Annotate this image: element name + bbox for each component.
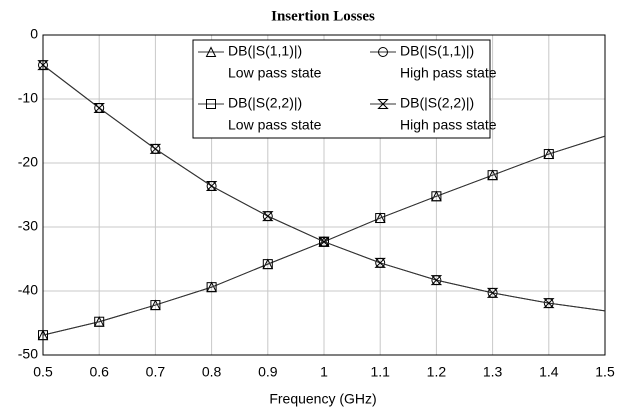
chart-title: Insertion Losses xyxy=(271,8,375,24)
y-tick-label: -40 xyxy=(18,282,38,298)
marker xyxy=(377,99,389,109)
legend-label: Low pass state xyxy=(228,117,322,133)
legend-label: DB(|S(1,1)|) xyxy=(400,43,474,59)
marker xyxy=(37,60,49,71)
x-tick-label: 0.9 xyxy=(258,364,278,380)
marker xyxy=(205,46,217,57)
legend-box xyxy=(192,39,491,139)
y-tick-label: -30 xyxy=(18,218,38,234)
marker xyxy=(206,99,216,109)
marker xyxy=(93,102,105,113)
marker xyxy=(150,300,161,311)
x-tick-label: 0.7 xyxy=(146,364,166,380)
marker xyxy=(262,259,273,270)
marker xyxy=(149,143,162,154)
marker xyxy=(487,170,498,181)
marker xyxy=(543,149,554,160)
x-tick-label: 1 xyxy=(320,364,328,380)
y-tick-label: -10 xyxy=(18,90,38,106)
plot-frame xyxy=(42,34,606,356)
marker xyxy=(38,330,48,341)
legend-label: High pass state xyxy=(400,65,497,81)
marker xyxy=(318,236,330,247)
marker xyxy=(374,257,386,268)
legend-label: Low pass state xyxy=(228,65,322,81)
x-tick-label: 1.4 xyxy=(539,364,559,380)
x-tick-label: 0.6 xyxy=(89,364,109,380)
marker xyxy=(431,191,442,202)
legend-label: High pass state xyxy=(400,117,497,133)
x-tick-label: 1.3 xyxy=(483,364,503,380)
marker xyxy=(206,282,217,293)
marker xyxy=(543,298,555,309)
marker xyxy=(430,275,443,286)
marker xyxy=(378,47,388,57)
y-tick-label: -20 xyxy=(18,154,38,170)
y-tick-label: -50 xyxy=(18,346,38,362)
marker xyxy=(375,213,386,224)
x-axis-label: Frequency (GHz) xyxy=(269,391,376,407)
x-tick-label: 1.2 xyxy=(427,364,447,380)
x-tick-label: 0.5 xyxy=(33,364,53,380)
legend-label: DB(|S(2,2)|) xyxy=(228,95,302,111)
x-tick-label: 0.8 xyxy=(202,364,222,380)
marker xyxy=(94,316,105,327)
legend-label: DB(|S(2,2)|) xyxy=(400,95,474,111)
legend-label: DB(|S(1,1)|) xyxy=(228,43,302,59)
marker xyxy=(486,287,499,298)
marker xyxy=(205,181,218,192)
marker xyxy=(262,211,274,222)
x-tick-label: 1.1 xyxy=(370,364,390,380)
y-tick-label: 0 xyxy=(30,26,38,42)
x-tick-label: 1.5 xyxy=(595,364,615,380)
